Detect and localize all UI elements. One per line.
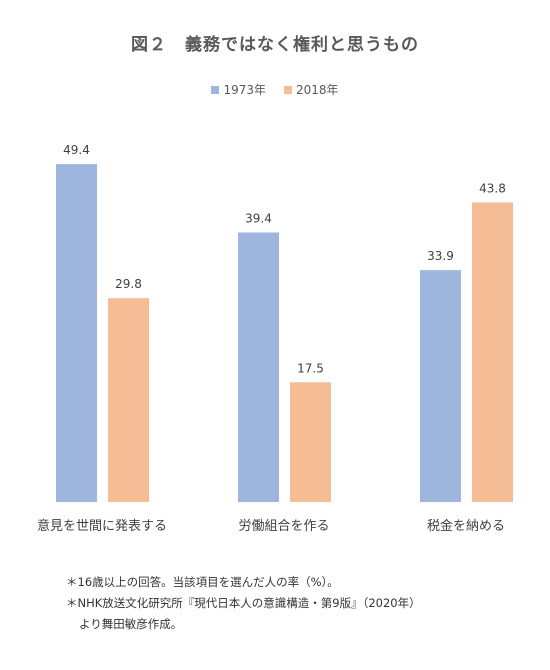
- bar-1-1: [56, 164, 97, 502]
- data-label-2-3: 43.8: [479, 181, 506, 195]
- footnote-3: より舞田敏彦作成。: [79, 617, 183, 631]
- data-label-2-2: 17.5: [297, 361, 324, 375]
- legend-label-series1: 1973年: [223, 83, 266, 97]
- bar-2-1: [108, 298, 149, 502]
- legend-swatch-series1: [211, 85, 220, 94]
- legend-item-series2: 2018年: [284, 81, 339, 98]
- legend-swatch-series2: [284, 85, 292, 94]
- footnotes: ＊16歳以上の回答。当該項目を選んだ人の率（%）。 ＊NHK放送文化研究所『現代…: [66, 572, 421, 635]
- bar-2-2: [290, 382, 331, 502]
- category-label-3: 税金を納める: [427, 518, 505, 534]
- bar-1-3: [420, 270, 461, 502]
- data-label-1-3: 33.9: [427, 249, 454, 263]
- category-label-2: 労働組合を作る: [238, 519, 329, 534]
- legend-item-series1: 1973年: [211, 81, 266, 98]
- bar-1-2: [238, 232, 279, 502]
- data-label-1-2: 39.4: [245, 212, 272, 226]
- bar-chart: 49.4 29.8 意見を世間に発表する 39.4 17.5 労働組合を作る 33.9 43.…: [37, 143, 513, 534]
- data-label-1-1: 49.4: [63, 143, 90, 157]
- footnote-2: ＊NHK放送文化研究所『現代日本人の意識構造・第9版』（2020年）: [66, 596, 421, 610]
- bar-2-3: [472, 202, 513, 502]
- chart-title: 図２ 義務ではなく権利と思うもの: [131, 35, 419, 55]
- data-label-2-1: 29.8: [115, 277, 142, 291]
- legend: 1973年 2018年: [0, 81, 550, 98]
- category-label-1: 意見を世間に発表する: [37, 518, 167, 534]
- legend-label-series2: 2018年: [296, 83, 339, 97]
- footnote-1: ＊16歳以上の回答。当該項目を選んだ人の率（%）。: [66, 575, 339, 589]
